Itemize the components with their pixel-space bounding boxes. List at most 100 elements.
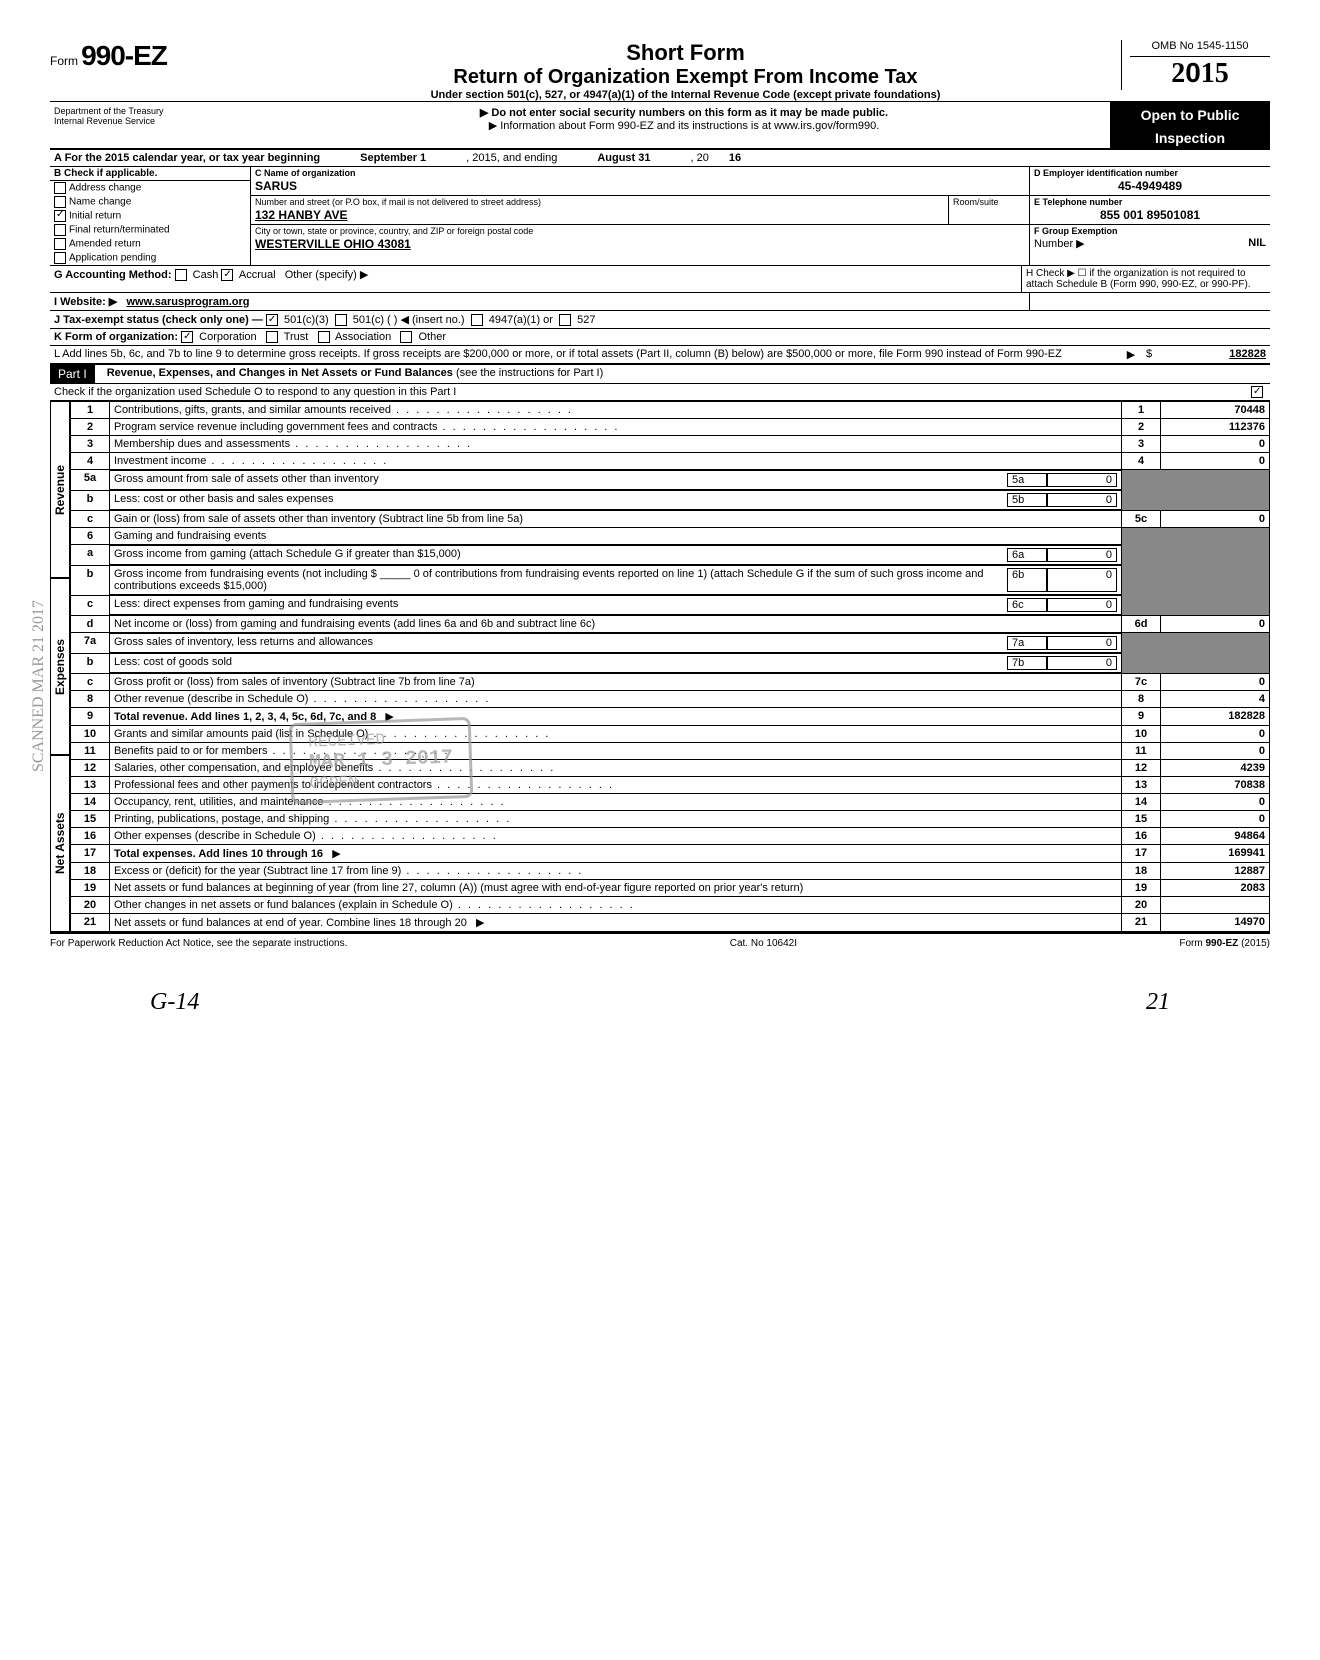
- j-label: J Tax-exempt status (check only one) —: [54, 314, 263, 326]
- l-arrow: ▶: [1116, 348, 1146, 361]
- g-cash: Cash: [193, 269, 219, 281]
- k-corp-checkbox[interactable]: [181, 331, 193, 343]
- part1-title-rest: (see the instructions for Part I): [453, 367, 603, 379]
- j-501c-insert: ) ◀ (insert no.): [394, 314, 465, 326]
- b-amended-return[interactable]: Amended return: [50, 237, 250, 251]
- form-header: Form 990-EZ Short Form Return of Organiz…: [50, 40, 1270, 101]
- line-21: 21Net assets or fund balances at end of …: [71, 914, 1270, 932]
- h-text: H Check ▶ ☐ if the organization is not r…: [1026, 268, 1251, 290]
- line-15: 15Printing, publications, postage, and s…: [71, 811, 1270, 828]
- ssn-warning: Do not enter social security numbers on …: [262, 106, 1106, 119]
- j-4947: 4947(a)(1) or: [489, 314, 553, 326]
- k-corp: Corporation: [199, 331, 256, 343]
- g-cash-checkbox[interactable]: [175, 269, 187, 281]
- received-stamp: RECEIVED MAR 1 3 2017 OGDEN: [289, 717, 474, 804]
- city-label: City or town, state or province, country…: [251, 225, 1029, 237]
- footer-mid: Cat. No 10642I: [730, 938, 797, 949]
- k-assoc: Association: [335, 331, 391, 343]
- a-tail: , 20: [691, 152, 709, 164]
- website: www.sarusprogram.org: [126, 296, 249, 308]
- scanned-watermark: SCANNED MAR 21 2017: [30, 600, 48, 772]
- bottom-left-mark: G-14: [150, 989, 199, 1016]
- k-assoc-checkbox[interactable]: [318, 331, 330, 343]
- dept-treasury: Department of the TreasuryInternal Reven…: [50, 102, 258, 148]
- k-other-checkbox[interactable]: [400, 331, 412, 343]
- j-527-checkbox[interactable]: [559, 314, 571, 326]
- g-accrual-checkbox[interactable]: [221, 269, 233, 281]
- g-accrual: Accrual: [239, 269, 276, 281]
- line-5a: 5aGross amount from sale of assets other…: [71, 470, 1270, 491]
- b-final-return[interactable]: Final return/terminated: [50, 223, 250, 237]
- omb-number: OMB No 1545-1150: [1130, 40, 1270, 57]
- line-16: 16Other expenses (describe in Schedule O…: [71, 828, 1270, 845]
- line-7a: 7aGross sales of inventory, less returns…: [71, 633, 1270, 654]
- room-label: Room/suite: [949, 196, 1029, 208]
- footer: For Paperwork Reduction Act Notice, see …: [50, 932, 1270, 949]
- j-501c3-checkbox[interactable]: [266, 314, 278, 326]
- part1-schedule-o-checkbox[interactable]: [1251, 386, 1263, 398]
- info-link: Information about Form 990-EZ and its in…: [262, 119, 1106, 132]
- b-name-change[interactable]: Name change: [50, 195, 250, 209]
- line-8: 8Other revenue (describe in Schedule O)8…: [71, 691, 1270, 708]
- line-4: 4Investment income40: [71, 453, 1270, 470]
- j-527: 527: [577, 314, 595, 326]
- k-other: Other: [418, 331, 446, 343]
- line-6b: bGross income from fundraising events (n…: [71, 565, 1270, 595]
- a-end-date: August 31: [597, 152, 650, 164]
- k-trust-checkbox[interactable]: [266, 331, 278, 343]
- footer-left: For Paperwork Reduction Act Notice, see …: [50, 938, 347, 949]
- org-name: SARUS: [251, 179, 1029, 195]
- footer-right: Form 990-EZ (2015): [1179, 938, 1270, 949]
- line-5c: cGain or (loss) from sale of assets othe…: [71, 511, 1270, 528]
- line-6c: cLess: direct expenses from gaming and f…: [71, 595, 1270, 616]
- part1-label: Part I: [50, 365, 95, 383]
- f-label2: Number ▶: [1034, 237, 1085, 250]
- line-6: 6Gaming and fundraising events: [71, 528, 1270, 545]
- b-title: B Check if applicable.: [54, 168, 157, 179]
- tax-year: 20201515: [1130, 57, 1270, 90]
- form-prefix: Form: [50, 54, 78, 68]
- j-501c-checkbox[interactable]: [335, 314, 347, 326]
- row-a: A For the 2015 calendar year, or tax yea…: [50, 150, 1270, 167]
- street-label: Number and street (or P.O box, if mail i…: [251, 196, 948, 208]
- line-6d: dNet income or (loss) from gaming and fu…: [71, 616, 1270, 633]
- line-1: 1Contributions, gifts, grants, and simil…: [71, 402, 1270, 419]
- line-5b: bLess: cost or other basis and sales exp…: [71, 490, 1270, 511]
- line-11: 11Benefits paid to or for members110: [71, 743, 1270, 760]
- inspection-label: Inspection: [1110, 128, 1270, 148]
- city-state-zip: WESTERVILLE OHIO 43081: [251, 237, 1029, 253]
- line-12: 12Salaries, other compensation, and empl…: [71, 760, 1270, 777]
- line-17: 17Total expenses. Add lines 10 through 1…: [71, 845, 1270, 863]
- line-6a: aGross income from gaming (attach Schedu…: [71, 545, 1270, 566]
- ein: 45-4949489: [1030, 179, 1270, 195]
- line-20: 20Other changes in net assets or fund ba…: [71, 897, 1270, 914]
- l-text: L Add lines 5b, 6c, and 7b to line 9 to …: [54, 348, 1116, 361]
- under-section: Under section 501(c), 527, or 4947(a)(1)…: [258, 89, 1113, 101]
- b-application-pending[interactable]: Application pending: [50, 251, 250, 265]
- l-dollar: $: [1146, 348, 1166, 361]
- part1-check-line: Check if the organization used Schedule …: [54, 386, 1251, 398]
- line-14: 14Occupancy, rent, utilities, and mainte…: [71, 794, 1270, 811]
- bottom-right-mark: 21: [1146, 989, 1170, 1016]
- f-value: NIL: [1248, 237, 1266, 250]
- telephone: 855 001 89501081: [1030, 208, 1270, 224]
- part1-title-bold: Revenue, Expenses, and Changes in Net As…: [107, 367, 453, 379]
- k-trust: Trust: [284, 331, 309, 343]
- j-4947-checkbox[interactable]: [471, 314, 483, 326]
- line-9: 9Total revenue. Add lines 1, 2, 3, 4, 5c…: [71, 708, 1270, 726]
- e-label: E Telephone number: [1034, 197, 1122, 207]
- j-501c: 501(c) (: [353, 314, 391, 326]
- return-title: Return of Organization Exempt From Incom…: [258, 66, 1113, 89]
- line-7c: cGross profit or (loss) from sales of in…: [71, 674, 1270, 691]
- a-mid: , 2015, and ending: [466, 152, 557, 164]
- short-form-title: Short Form: [258, 40, 1113, 66]
- line-7b: bLess: cost of goods sold7b0: [71, 653, 1270, 674]
- part1-table: 1Contributions, gifts, grants, and simil…: [70, 401, 1270, 932]
- b-address-change[interactable]: Address change: [50, 181, 250, 195]
- line-2: 2Program service revenue including gover…: [71, 419, 1270, 436]
- a-year-suffix: 16: [729, 152, 741, 164]
- line-19: 19Net assets or fund balances at beginni…: [71, 880, 1270, 897]
- b-initial-return[interactable]: Initial return: [50, 209, 250, 223]
- d-label: D Employer identification number: [1034, 168, 1178, 178]
- line-13: 13Professional fees and other payments t…: [71, 777, 1270, 794]
